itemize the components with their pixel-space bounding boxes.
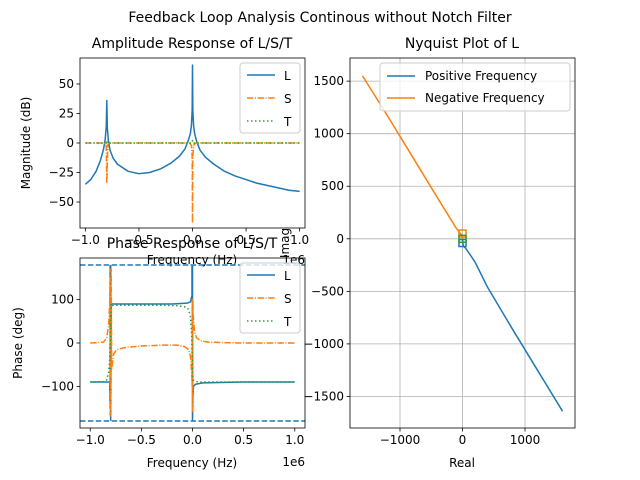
amplitude-ylabel: Magnitude (dB) [19, 97, 33, 190]
amp-ytick-label-0: −50 [49, 195, 74, 209]
nyq-ytick-label-0: −1500 [303, 389, 344, 403]
nyq-marker-1 [458, 229, 467, 238]
amp-xtick-label-4: 1.0 [290, 233, 309, 247]
amplitude-y-ticks: −50 −25 0 25 50 [49, 77, 80, 209]
amplitude-legend-L: L [284, 69, 291, 83]
nyq-xtick-label-1: 0 [459, 433, 467, 447]
phase-ytick-label-2: 100 [51, 293, 74, 307]
amp-ytick-label-3: 25 [59, 106, 74, 120]
nyq-series-positive-frequency [461, 238, 564, 412]
nyq-ytick-label-2: −500 [311, 284, 344, 298]
nyquist-ylabel: Imag [278, 228, 292, 258]
nyquist-legend-positive: Positive Frequency [425, 69, 537, 83]
nyq-ytick-label-4: 500 [321, 179, 344, 193]
nyq-xtick-label-2: 1000 [510, 433, 541, 447]
nyquist-x-ticks: −1000 0 1000 [380, 428, 541, 447]
phase-series-s [90, 268, 295, 417]
phase-xtick-label-1: −0.5 [127, 433, 156, 447]
amplitude-subplot: −1.0 −0.5 0.0 0.5 1.0 −50 −25 0 25 50 Amplitude … [19, 36, 309, 267]
nyquist-subplot: −1000 0 1000 −1500 −1000 −500 0 500 1000 1500 Ny… [278, 36, 576, 470]
phase-x-ticks: −1.0 −0.5 0.0 0.5 1.0 [76, 428, 304, 447]
amp-xtick-label-1: −0.5 [124, 233, 153, 247]
phase-xtick-label-0: −1.0 [76, 433, 105, 447]
nyq-ytick-label-5: 1000 [313, 127, 344, 141]
phase-legend-S: S [284, 292, 292, 306]
amplitude-title: Amplitude Response of L/S/T [92, 36, 293, 52]
nyquist-y-ticks: −1500 −1000 −500 0 500 1000 1500 [303, 74, 350, 403]
nyq-marker-2 [458, 234, 467, 244]
phase-ytick-label-1: 0 [66, 336, 74, 350]
amp-ytick-label-4: 50 [59, 77, 74, 91]
phase-xlabel: Frequency (Hz) [147, 456, 238, 470]
amplitude-legend: L S T [239, 62, 301, 134]
amplitude-legend-T: T [283, 115, 292, 129]
phase-title: Phase Response of L/S/T [107, 236, 278, 252]
phase-xtick-label-3: 0.5 [234, 433, 253, 447]
figure-suptitle: Feedback Loop Analysis Continous without… [128, 10, 511, 26]
phase-xtick-label-4: 1.0 [285, 433, 304, 447]
phase-x-offset: 1e6 [282, 455, 305, 469]
nyq-ytick-label-6: 1500 [313, 74, 344, 88]
amplitude-plot-lines [84, 64, 300, 225]
phase-xtick-label-2: 0.0 [183, 433, 202, 447]
phase-subplot: −1.0 −0.5 0.0 0.5 1.0 −100 0 100 Phase Respons… [11, 236, 306, 470]
amp-series-t [85, 139, 300, 144]
amp-series-l [84, 64, 300, 193]
amp-xtick-label-2: 0.0 [183, 233, 202, 247]
phase-y-ticks: −100 0 100 [41, 293, 80, 393]
amplitude-x-ticks: −1.0 −0.5 0.0 0.5 1.0 [71, 228, 309, 247]
phase-legend-L: L [284, 269, 291, 283]
phase-plot-lines [80, 264, 305, 422]
phase-legend: L S T [239, 262, 301, 334]
amp-xtick-label-0: −1.0 [71, 233, 100, 247]
nyq-ytick-label-3: 0 [336, 232, 344, 246]
nyq-xtick-label-0: −1000 [380, 433, 421, 447]
phase-legend-T: T [283, 315, 292, 329]
phase-ylabel: Phase (deg) [11, 307, 25, 379]
nyquist-plot-lines [361, 75, 564, 412]
nyquist-legend-negative: Negative Frequency [425, 91, 545, 105]
amp-series-s [85, 142, 300, 225]
phase-series-t [90, 304, 295, 383]
nyquist-legend: Positive Frequency Negative Frequency [379, 62, 571, 112]
nyquist-title: Nyquist Plot of L [405, 36, 519, 52]
phase-ytick-label-0: −100 [41, 379, 74, 393]
nyquist-xlabel: Real [449, 456, 475, 470]
amplitude-xlabel: Frequency (Hz) [147, 253, 238, 267]
nyq-ytick-label-1: −1000 [303, 337, 344, 351]
amp-ytick-label-1: −25 [49, 166, 74, 180]
amp-xtick-label-3: 0.5 [237, 233, 256, 247]
amp-ytick-label-2: 0 [66, 136, 74, 150]
amplitude-legend-S: S [284, 92, 292, 106]
